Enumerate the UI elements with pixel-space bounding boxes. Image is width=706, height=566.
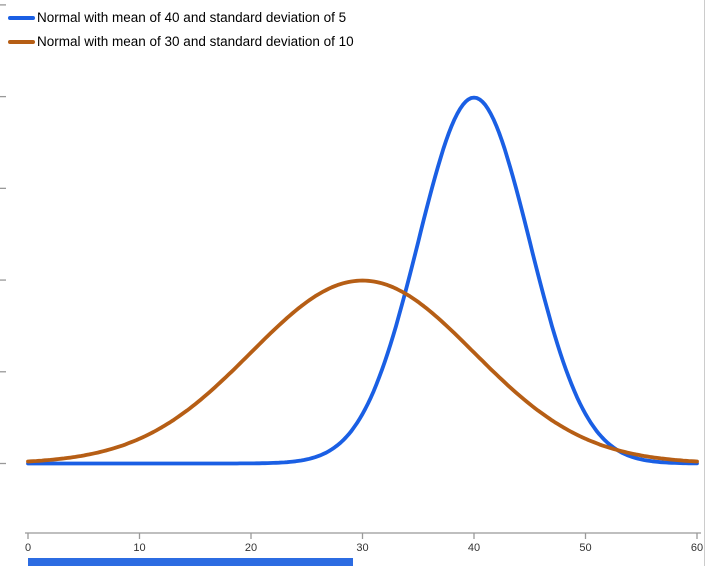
legend-label-mean30: Normal with mean of 30 and standard devi…: [37, 34, 354, 49]
x-tick-label: 60: [691, 542, 703, 554]
curve-series-1: [26, 278, 699, 464]
legend-label-mean40: Normal with mean of 40 and standard devi…: [37, 10, 347, 25]
bottom-highlight-bar: [28, 558, 353, 566]
x-tick-label: 0: [25, 542, 31, 554]
legend-item-mean30: Normal with mean of 30 and standard devi…: [8, 33, 354, 50]
x-tick-label: 10: [133, 542, 145, 554]
chart-legend: Normal with mean of 40 and standard devi…: [8, 9, 354, 57]
x-tick-label: 30: [356, 542, 368, 554]
legend-item-mean40: Normal with mean of 40 and standard devi…: [8, 9, 354, 26]
x-tick-label: 50: [579, 542, 591, 554]
right-edge-divider: [704, 0, 705, 566]
legend-line-swatch-blue: [8, 15, 35, 20]
legend-line-swatch-orange: [8, 39, 35, 44]
x-tick-label: 20: [245, 542, 257, 554]
x-tick-label: 40: [468, 542, 480, 554]
curve-series-0: [26, 95, 699, 466]
